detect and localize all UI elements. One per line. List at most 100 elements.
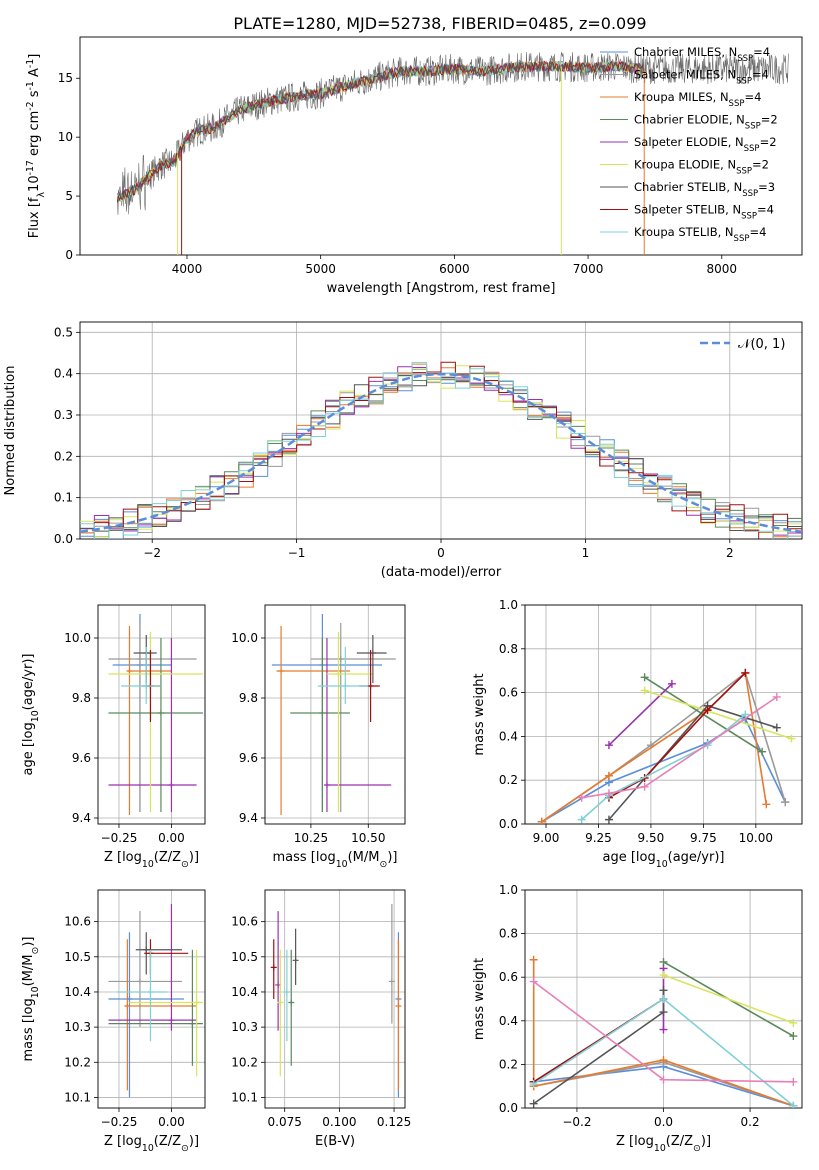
y-tick-label: 0.1 (54, 491, 73, 505)
y-tick-label: 10.6 (64, 915, 91, 929)
y-tick-label: 9.6 (72, 751, 91, 765)
weight-point-marker (604, 789, 613, 798)
point-marker (143, 946, 150, 953)
weight-point-marker (604, 741, 613, 750)
weight-point-marker (758, 747, 767, 756)
y-tick-label: 10.2 (64, 1055, 91, 1069)
y-tick-label: 1.0 (499, 598, 518, 612)
gaussian-reference-line (80, 372, 802, 534)
axes-weight-vs-age: 9.00 9.25 9.50 9.75 10.00 0.0 0.2 0.4 0.6 0.8 1.0 a… (472, 598, 803, 870)
weight-point-marker (762, 800, 771, 809)
y-tick-label: 10 (58, 130, 73, 144)
plot-area-mass-vs-EBV (270, 904, 402, 1098)
y-tick-label: 9.4 (72, 811, 91, 825)
x-tick-label: 10.50 (351, 831, 385, 845)
weight-point-marker (659, 995, 668, 1003)
weight-series-line (663, 974, 794, 1024)
axes-mass-vs-EBV: 0.075 0.100 0.125 10.1 10.2 10.3 10.4 10.5 10.6 E… (231, 889, 411, 1149)
x-tick-label: −1 (288, 546, 306, 560)
point-marker (292, 957, 299, 964)
x-tick-label: 0.00 (158, 1115, 185, 1129)
weight-point-marker (604, 815, 613, 824)
axes-frame (524, 604, 803, 825)
weight-point-marker (529, 977, 538, 986)
weight-series-line (533, 990, 665, 1105)
y-axis-label: mass weight (472, 958, 487, 1040)
histogram-step-line (93, 361, 802, 539)
y-tick-label: 0.3 (54, 408, 73, 422)
x-axis-label: mass [log10​(M/M⊙​)] (273, 850, 398, 870)
y-axis-label: Normed distribution (3, 366, 18, 496)
y-tick-label: 0.5 (54, 325, 73, 339)
y-tick-label: 5 (65, 189, 73, 203)
y-tick-label: 10.4 (231, 985, 258, 999)
weight-series-line (532, 959, 794, 1107)
axes-weight-vs-Z: −0.2 0.0 0.2 0.0 0.2 0.4 0.6 0.8 1.0 Z [log10​(Z/… (472, 883, 803, 1154)
point-marker (388, 978, 395, 985)
y-axis-label: mass [log10​(M/M⊙​)] (21, 937, 41, 1062)
point-marker (270, 964, 277, 971)
x-tick-label: −2 (143, 546, 161, 560)
weight-point-marker (577, 793, 586, 802)
weight-point-marker (659, 986, 668, 995)
y-tick-label: 0.8 (499, 642, 518, 656)
axes-frame (79, 36, 803, 256)
y-tick-label: 9.8 (72, 691, 91, 705)
weight-point-marker (537, 817, 546, 824)
weight-point-marker (772, 723, 781, 732)
x-tick-label: −0.25 (101, 831, 138, 845)
plot-area-mass-vs-Z (108, 904, 203, 1098)
x-tick-label: 0.2 (741, 1115, 760, 1129)
y-axis-label: age [log10​(age/yr)] (21, 654, 41, 776)
legend-label: Chabrier ELODIE, NSSP=2 (634, 113, 778, 132)
y-tick-label: 10.4 (64, 985, 91, 999)
weight-point-marker (640, 673, 649, 682)
point-marker (136, 656, 143, 662)
weight-series-line (644, 689, 792, 740)
x-tick-label: 0.125 (377, 1115, 411, 1129)
y-tick-label: 10.2 (231, 1055, 258, 1069)
x-tick-label: 0.075 (268, 1115, 302, 1129)
weight-point-marker (789, 1018, 798, 1027)
point-marker (278, 668, 285, 674)
x-tick-label: 4000 (172, 262, 203, 276)
y-tick-label: 10.6 (231, 915, 258, 929)
histogram-step-line (80, 365, 802, 538)
point-marker (395, 1003, 402, 1010)
y-tick-label: 9.6 (239, 751, 258, 765)
legend-label: 𝒩(0, 1) (738, 337, 785, 352)
weight-point-marker (659, 1056, 668, 1065)
y-tick-label: 10.0 (231, 631, 258, 645)
y-tick-label: 0.6 (499, 970, 518, 984)
model-spectrum-line (116, 60, 645, 203)
x-tick-label: −0.25 (101, 1115, 138, 1129)
axes-frame (524, 889, 803, 1109)
point-marker (367, 683, 374, 689)
axes-frame (264, 889, 406, 1109)
legend-label: Kroupa ELODIE, NSSP=2 (634, 158, 769, 177)
weight-point-marker (789, 1101, 798, 1108)
point-marker (189, 1020, 196, 1027)
y-tick-label: 0.0 (499, 817, 518, 831)
weight-point-marker (529, 1099, 538, 1108)
histogram-step-line (80, 361, 802, 539)
x-axis-label: Z [log10​(Z/Z⊙​)] (104, 1134, 199, 1154)
figure-title: PLATE=1280, MJD=52738, FIBERID=0485, z=0… (233, 14, 646, 33)
weight-point-marker (640, 686, 649, 695)
x-tick-label: 8000 (707, 262, 738, 276)
axes-age-vs-mass: 10.25 10.50 9.4 9.6 9.8 10.0 mass [log10​(M/M⊙… (231, 604, 406, 870)
axes-residuals: −2 −1 0 1 2 0.0 0.1 0.2 0.3 0.4 0.5 (data-model)/er… (3, 321, 803, 580)
x-tick-label: 10.25 (294, 831, 328, 845)
weight-point-marker (703, 706, 712, 715)
y-tick-label: 10.0 (64, 631, 91, 645)
y-tick-label: 0.4 (499, 1014, 518, 1028)
axes-spectrum: 4000 5000 6000 7000 8000 0 5 10 15 wavelength [An… (25, 36, 803, 296)
weight-point-marker (789, 1032, 798, 1041)
weight-series-line (581, 696, 778, 799)
y-tick-label: 0.4 (499, 729, 518, 743)
axes-frame (79, 321, 803, 540)
point-marker (136, 978, 143, 985)
y-tick-label: 0.2 (499, 1057, 518, 1071)
legend-label: Salpeter STELIB, NSSP=4 (634, 203, 774, 222)
y-tick-label: 9.4 (239, 811, 258, 825)
